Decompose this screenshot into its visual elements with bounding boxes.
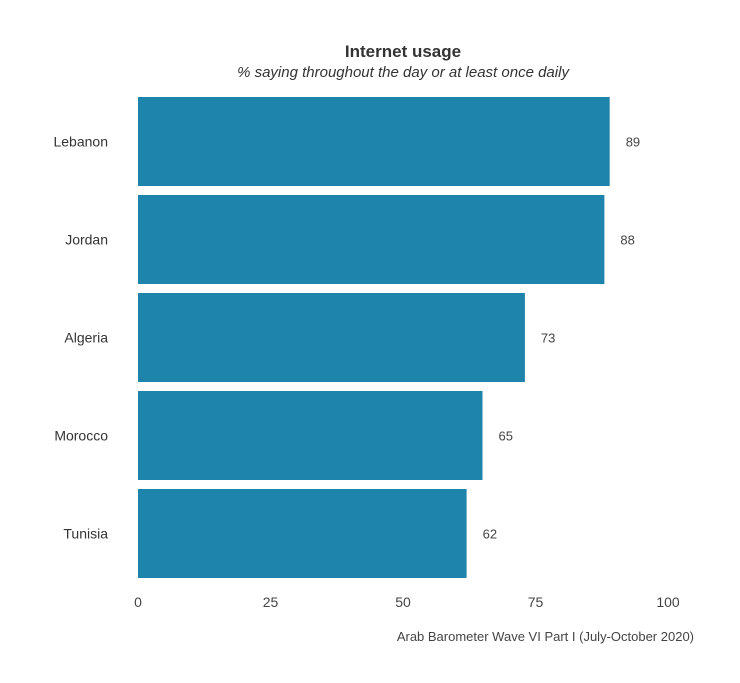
category-label-jordan: Jordan: [65, 232, 108, 248]
bars-group: Lebanon 89 Jordan 88 Algeria 73 Morocco 65 Tunis…: [53, 97, 640, 578]
x-tick-50: 50: [395, 594, 411, 610]
value-label-jordan: 88: [620, 233, 634, 248]
x-axis-ticks: 0 25 50 75 100: [134, 594, 680, 610]
value-label-morocco: 65: [499, 429, 513, 444]
category-label-algeria: Algeria: [64, 330, 108, 346]
chart-title: Internet usage: [345, 42, 461, 61]
category-label-lebanon: Lebanon: [53, 134, 108, 150]
x-tick-0: 0: [134, 594, 142, 610]
bar-lebanon: [138, 97, 610, 186]
chart-subtitle: % saying throughout the day or at least …: [237, 64, 570, 81]
category-label-tunisia: Tunisia: [63, 526, 108, 542]
value-label-algeria: 73: [541, 331, 555, 346]
bar-jordan: [138, 195, 605, 284]
x-tick-25: 25: [263, 594, 279, 610]
source-note: Arab Barometer Wave VI Part I (July-Octo…: [397, 629, 694, 644]
bar-algeria: [138, 293, 525, 382]
x-tick-75: 75: [528, 594, 544, 610]
x-tick-100: 100: [656, 594, 680, 610]
bar-tunisia: [138, 489, 467, 578]
category-label-morocco: Morocco: [54, 428, 108, 444]
bar-morocco: [138, 391, 483, 480]
value-label-tunisia: 62: [483, 527, 497, 542]
value-label-lebanon: 89: [626, 135, 640, 150]
